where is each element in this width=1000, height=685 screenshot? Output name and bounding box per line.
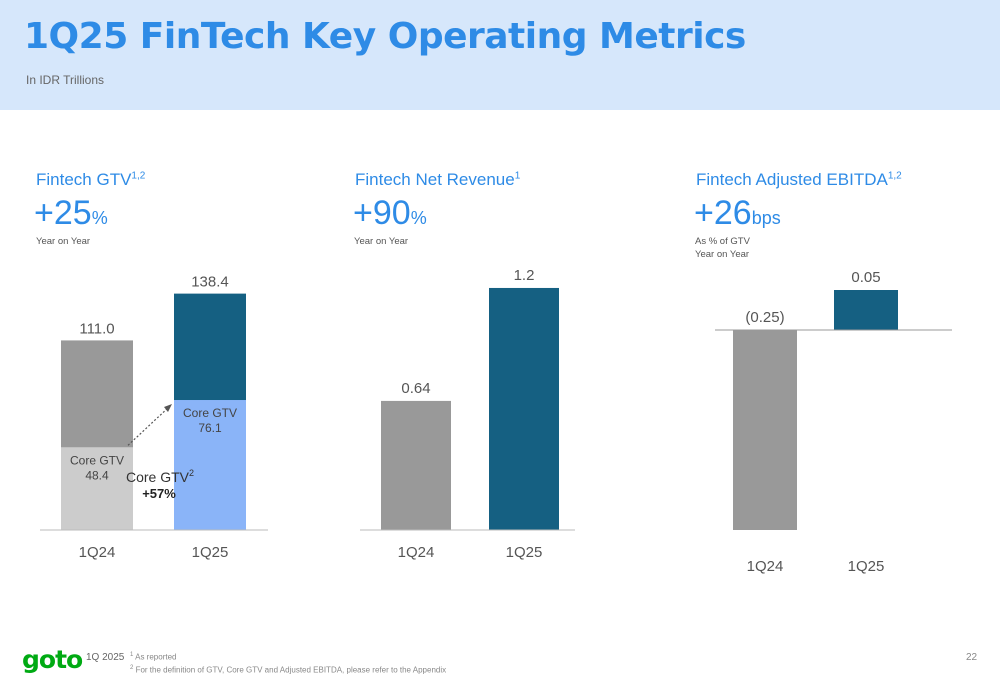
big-value-ebitda-number: +26 — [694, 194, 752, 232]
header-banner: 1Q25 FinTech Key Operating Metrics In ID… — [0, 0, 1000, 110]
tick-label-ebitda-1Q24: 1Q24 — [747, 558, 784, 575]
panel-title-gtv-text: Fintech GTV — [36, 170, 132, 189]
note-net-revenue-line: Year on Year — [354, 236, 409, 247]
footnote-1-sup: 1 — [130, 652, 134, 658]
panel-title-net-revenue: Fintech Net Revenue1 — [355, 170, 520, 190]
footnote-1-text: As reported — [135, 652, 177, 662]
footnote-2-sup: 2 — [130, 664, 134, 671]
tick-label-net-revenue-1Q24: 1Q24 — [398, 544, 435, 561]
data-label-net-revenue-1Q24: 0.64 — [401, 380, 430, 397]
data-label-total-1Q25: 138.4 — [191, 274, 229, 291]
data-label-net-revenue-1Q25: 1.2 — [514, 267, 535, 284]
goto-logo: goto — [22, 645, 83, 674]
bar-core-gtv-1Q24 — [61, 447, 133, 530]
note-gtv-line: Year on Year — [36, 236, 91, 247]
bar-ebitda-1Q24 — [733, 330, 797, 530]
note-ebitda-line-1: As % of GTV — [695, 236, 750, 247]
data-label-ebitda-1Q24: (0.25) — [745, 309, 784, 326]
data-label-ebitda-1Q25: 0.05 — [851, 269, 880, 286]
tick-label-1Q25: 1Q25 — [192, 544, 229, 561]
footer-period: 1Q 2025 — [86, 652, 125, 663]
big-value-net-revenue-number: +90 — [353, 194, 411, 232]
page-title: 1Q25 FinTech Key Operating Metrics — [24, 16, 746, 57]
annotation-core-gtv-growth: +57% — [142, 486, 176, 501]
bar-other-gtv-1Q24 — [61, 340, 133, 448]
footnotes: 1 As reported 2 For the definition of GT… — [130, 650, 446, 675]
bar-core-gtv-1Q25 — [174, 400, 246, 530]
data-label-core-1Q25: Core GTV 76.1 — [183, 406, 237, 435]
data-label-core-1Q24: Core GTV 48.4 — [70, 453, 124, 482]
annotation-core-gtv-sup: 2 — [189, 468, 194, 478]
big-value-gtv-unit: % — [91, 208, 108, 228]
tick-label-ebitda-1Q25: 1Q25 — [848, 558, 885, 575]
note-net-revenue: Year on Year — [354, 235, 408, 248]
note-ebitda-line-2: Year on Year — [695, 249, 750, 260]
data-label-total-1Q24: 111.0 — [79, 320, 114, 337]
panel-title-ebitda: Fintech Adjusted EBITDA1,2 — [696, 170, 902, 190]
panel-title-gtv: Fintech GTV1,2 — [36, 170, 145, 190]
bar-ebitda-1Q25 — [834, 290, 898, 330]
page-number: 22 — [966, 652, 978, 663]
big-value-ebitda: +26bps — [694, 196, 781, 230]
annotation-core-gtv-label: Core GTV2 — [126, 468, 194, 485]
panel-title-ebitda-text: Fintech Adjusted EBITDA — [696, 170, 888, 189]
tick-label-net-revenue-1Q25: 1Q25 — [506, 544, 543, 561]
bar-net-revenue-1Q25 — [489, 287, 559, 530]
panel-title-net-revenue-sup: 1 — [514, 170, 521, 182]
core-gtv-growth-arrow — [127, 405, 171, 446]
bar-net-revenue-1Q24 — [381, 400, 451, 530]
panel-title-gtv-sup: 1,2 — [131, 170, 146, 182]
big-value-net-revenue-unit: % — [410, 208, 427, 228]
note-gtv: Year on Year — [36, 235, 90, 248]
big-value-net-revenue: +90% — [353, 196, 427, 230]
panel-title-net-revenue-text: Fintech Net Revenue — [355, 170, 515, 189]
footnote-2-text: For the definition of GTV, Core GTV and … — [135, 665, 447, 675]
big-value-gtv: +25% — [34, 196, 108, 230]
big-value-gtv-number: +25 — [34, 194, 92, 232]
footnote-2: 2 For the definition of GTV, Core GTV an… — [130, 663, 446, 676]
core-gtv-growth-arrowhead — [164, 404, 172, 413]
bar-other-gtv-1Q25 — [174, 293, 246, 401]
footnote-1: 1 As reported — [130, 650, 446, 663]
note-ebitda: As % of GTV Year on Year — [695, 235, 750, 261]
page-subtitle: In IDR Trillions — [26, 73, 105, 87]
panel-title-ebitda-sup: 1,2 — [887, 170, 902, 182]
tick-label-1Q24: 1Q24 — [79, 544, 116, 561]
big-value-ebitda-unit: bps — [751, 208, 781, 228]
